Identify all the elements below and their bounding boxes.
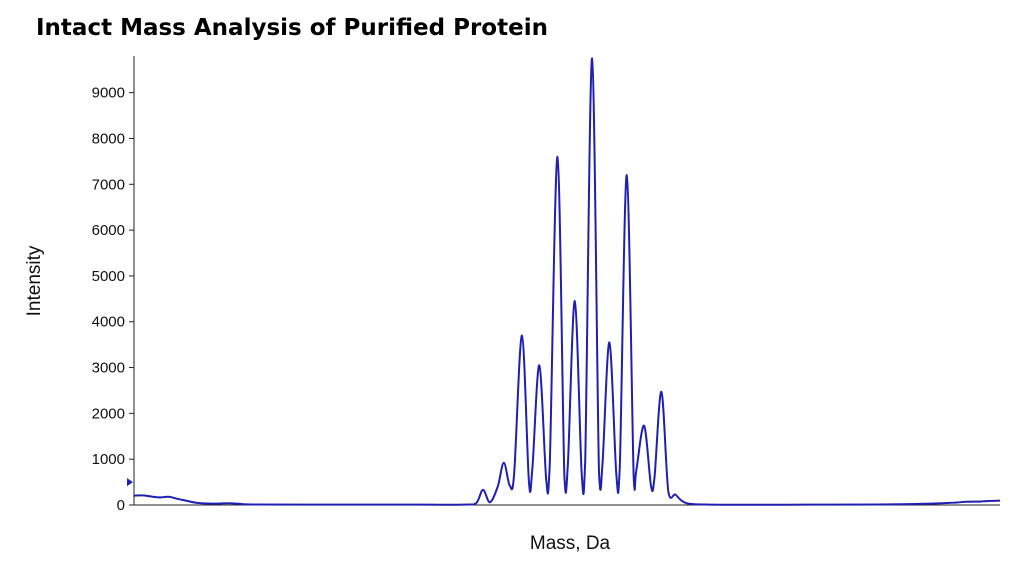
y-tick-label: 9000 — [92, 85, 125, 102]
y-axis-label: Intensity — [24, 245, 45, 316]
spectrum-line — [133, 57, 1001, 506]
y-tick-label: 3000 — [92, 360, 125, 377]
y-tick-label: 4000 — [92, 314, 125, 331]
y-tick-label: 5000 — [92, 268, 125, 285]
y-tick-label: 0 — [117, 497, 125, 514]
axes — [133, 56, 1000, 506]
y-axis-ticks: 0 1000 2000 3000 4000 5000 6000 7000 8000 9000 — [92, 85, 134, 514]
y-tick-label: 8000 — [92, 130, 125, 147]
baseline-marker-icon — [127, 478, 133, 487]
y-tick-label: 6000 — [92, 222, 125, 239]
y-tick-label: 1000 — [92, 451, 125, 468]
x-axis-label: Mass, Da — [530, 533, 611, 554]
chart-title: Intact Mass Analysis of Purified Protein — [36, 15, 548, 41]
y-tick-label: 2000 — [92, 405, 125, 422]
y-tick-label: 7000 — [92, 176, 125, 193]
